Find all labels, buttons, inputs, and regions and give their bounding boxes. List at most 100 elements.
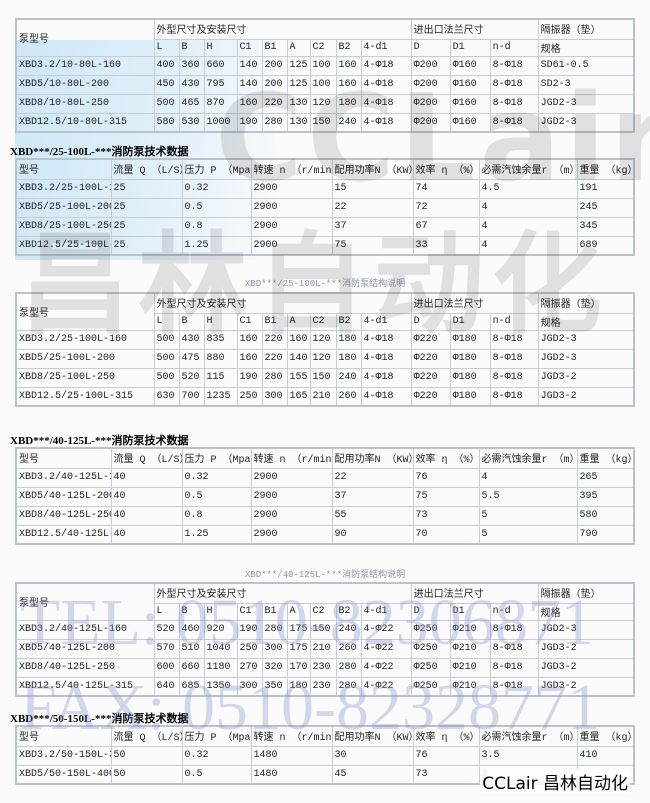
table-cell: XBD8/25-100L-250: [15, 367, 155, 388]
table-cell: 210: [309, 638, 337, 659]
table-cell: 4-Φ22: [360, 638, 412, 659]
table-cell: 1.25: [181, 524, 252, 545]
table-cell: 15: [331, 178, 414, 199]
header-col: D1: [449, 602, 491, 621]
header-col: C2: [309, 602, 337, 621]
table-cell: 430: [178, 329, 205, 350]
table-cell: 570: [153, 638, 180, 659]
table-cell: JGD2-3: [537, 329, 635, 350]
header-col: B2: [335, 602, 362, 621]
table-row: XBD12.5/40-125L-315 640 685 1350 300 350 180 23…: [15, 676, 635, 697]
table-cell: 2900: [250, 178, 333, 199]
table-cell: 8-Φ18: [489, 329, 539, 350]
table-cell: 40: [110, 505, 183, 526]
header-col: 配用功率N （KW）: [331, 158, 414, 180]
table-cell: 500: [153, 329, 180, 350]
table-cell: 250: [236, 638, 263, 659]
table-cell: Φ250: [410, 676, 451, 697]
header-col: 型号: [15, 447, 112, 469]
table-cell: Φ200: [410, 93, 451, 114]
table-cell: 450: [153, 74, 180, 95]
table-cell: XBD5/40-125L-200: [15, 638, 155, 659]
header-col: 4-d1: [360, 38, 412, 57]
header-col: 效率 η （%）: [412, 725, 480, 747]
table-cell: 40: [110, 486, 183, 507]
table-cell: Φ180: [449, 367, 491, 388]
table-cell: 350: [261, 676, 288, 697]
table-cell: 0.8: [181, 216, 252, 237]
table-row: XBD5/25-100L-200 25 0.5 2900 22 72 4 245: [15, 197, 635, 218]
table-cell: 630: [153, 386, 180, 407]
header-flange: 进出口法兰尺寸: [410, 18, 539, 40]
header-col: 配用功率N （KW）: [331, 447, 414, 469]
table-cell: 180: [335, 329, 362, 350]
table-cell: XBD3.2/10-80L-160: [15, 55, 155, 76]
table-cell: 660: [203, 55, 238, 76]
table-cell: 120: [309, 348, 337, 369]
header-row: L B H C1 B1 A C2 B2 4-d1 D D1 n-d 规格: [16, 602, 635, 621]
header-col: 转速 n （r/min）: [250, 158, 333, 180]
header-col: D1: [449, 38, 491, 57]
table-row: XBD8/40-125L-250 40 0.8 2900 55 73 5 580: [15, 505, 635, 526]
table-cell: 430: [178, 74, 205, 95]
table-row: XBD5/25-100L-200 500 475 880 160 220 140 120 180…: [15, 348, 635, 369]
table-cell: 8-Φ18: [489, 55, 539, 76]
table-cell: 33: [412, 235, 480, 256]
table-cell: 4: [478, 467, 578, 488]
header-col: 必需汽蚀余量r （m）: [478, 725, 578, 747]
table-cell: 689: [576, 235, 635, 256]
table-cell: 160: [236, 329, 263, 350]
table-cell: 250: [236, 386, 263, 407]
table-cell: 510: [178, 638, 205, 659]
table-row: XBD8/25-100L-250 500 520 115 190 280 155 150 240…: [15, 367, 635, 388]
header-col: 必需汽蚀余量r （m）: [478, 158, 578, 180]
header-flange: 进出口法兰尺寸: [410, 292, 539, 314]
table-cell: 4-Φ18: [360, 329, 412, 350]
header-col: B2: [335, 312, 362, 331]
table-row: XBD5/10-80L-200 450 430 795 140 200 125 100 160 4…: [15, 74, 635, 95]
table-cell: 180: [286, 676, 311, 697]
header-col: A: [286, 38, 311, 57]
header-col: B1: [261, 312, 288, 331]
table-cell: 4-Φ22: [360, 619, 412, 640]
table-cell: 320: [261, 657, 288, 678]
table-cell: 74: [412, 178, 480, 199]
table-cell: 2900: [250, 505, 333, 526]
table-cell: 8-Φ18: [489, 74, 539, 95]
table-cell: Φ180: [449, 348, 491, 369]
table-cell: Φ210: [449, 676, 491, 697]
table-cell: Φ160: [449, 112, 491, 133]
header-col: 压力 P （Mpa）: [181, 447, 252, 469]
table-cell: 125: [286, 74, 311, 95]
table-cell: 70: [412, 524, 480, 545]
table-cell: 160: [335, 74, 362, 95]
table-cell: 140: [236, 55, 263, 76]
table-cell: 400: [153, 55, 180, 76]
header-col: 转速 n （r/min）: [250, 447, 333, 469]
table-cell: 180: [335, 348, 362, 369]
table-cell: 460: [178, 619, 205, 640]
table-cell: 4-Φ22: [360, 657, 412, 678]
table-cell: 25: [110, 216, 183, 237]
section-title: XBD***/40-125L-***消防泵技术数据: [10, 435, 189, 447]
table-cell: XBD5/10-80L-200: [15, 74, 155, 95]
table-cell: 8-Φ18: [489, 657, 539, 678]
table-cell: 50: [110, 745, 183, 766]
table-cell: 5: [478, 524, 578, 545]
table-cell: 200: [261, 55, 288, 76]
table-cell: XBD12.5/25-100L-315: [15, 235, 112, 256]
table-cell: 140: [286, 348, 311, 369]
table-cell: XBD5/25-100L-200: [15, 197, 112, 218]
table-cell: 76: [412, 467, 480, 488]
table-cell: XBD8/40-125L-250: [15, 505, 112, 526]
table-cell: 280: [261, 367, 288, 388]
table-cell: 25: [110, 197, 183, 218]
header-col: n-d: [489, 38, 539, 57]
header-col: B1: [261, 602, 288, 621]
table-row: XBD12.5/10-80L-315 580 530 1000 190 280 130 150…: [15, 112, 635, 133]
table-cell: 160: [236, 93, 263, 114]
header-col: C2: [309, 38, 337, 57]
table-cell: 5.5: [478, 486, 578, 507]
